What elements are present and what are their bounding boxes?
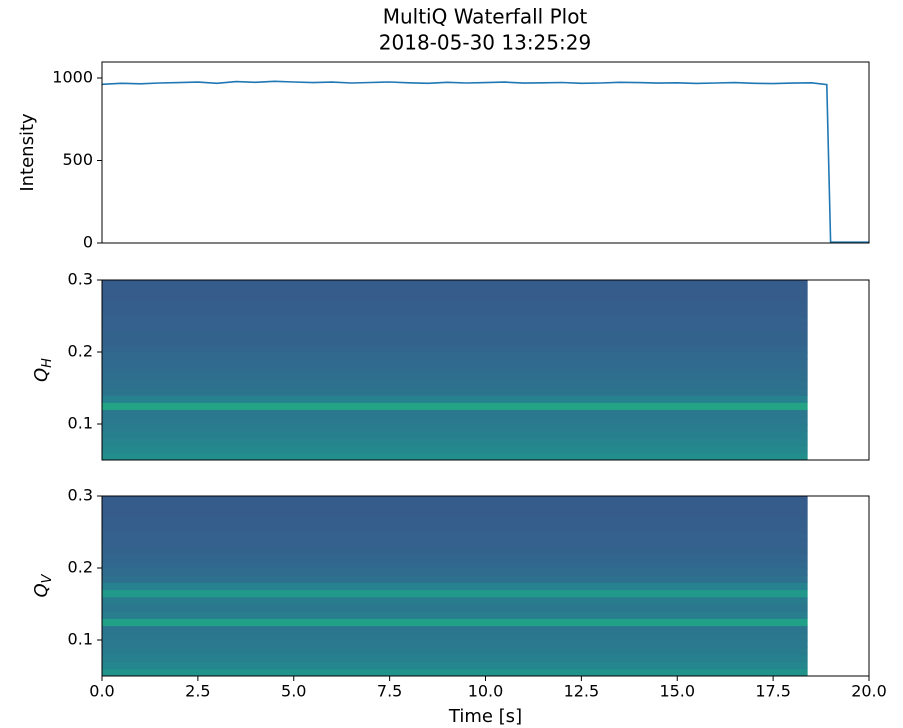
heatmap-cell — [102, 294, 808, 303]
x-tick-label: 15.0 — [659, 682, 695, 701]
heatmap-cell — [102, 352, 808, 360]
heatmap-cell — [102, 380, 808, 389]
axes-frame — [101, 279, 870, 461]
intensity-line — [101, 80, 869, 243]
heatmap-cell — [102, 517, 808, 526]
heatmap-cell — [102, 668, 808, 677]
x-tick-label: 5.0 — [281, 682, 306, 701]
heatmap-cell — [102, 359, 808, 367]
x-axis-label: Time [s] — [448, 706, 522, 727]
heatmap-cell — [102, 301, 808, 310]
heatmap-cell — [102, 589, 808, 598]
heatmap-cell — [102, 604, 808, 612]
y-axis-label-main: Intensity — [17, 113, 38, 192]
heatmap-cell — [102, 546, 808, 555]
heatmap-cell — [102, 503, 808, 511]
heatmap-cell — [102, 452, 808, 461]
chart-subtitle: 2018-05-30 13:25:29 — [379, 31, 591, 55]
heatmap-cell — [102, 524, 808, 533]
heatmap-cell — [102, 553, 808, 562]
x-tick-label: 2.5 — [185, 682, 210, 701]
heatmap-cell — [102, 316, 808, 324]
heatmap-cell — [102, 632, 808, 641]
heatmap-cell — [102, 539, 808, 547]
y-axis-label-main: Q — [31, 583, 52, 597]
x-tick-label: 7.5 — [377, 682, 402, 701]
x-tick-label: 0.0 — [89, 682, 114, 701]
chart-title: MultiQ Waterfall Plot — [383, 5, 588, 29]
heatmap-cell — [102, 575, 808, 583]
y-tick-label: 0.1 — [68, 630, 93, 649]
y-axis-label-sub: V — [40, 573, 55, 583]
y-tick-label: 1000 — [52, 68, 93, 87]
x-tick-label: 10.0 — [468, 682, 504, 701]
y-tick-label: 0.2 — [68, 558, 93, 577]
y-axis-label: QH — [31, 358, 55, 382]
y-axis-label: QV — [31, 573, 55, 597]
y-tick-label: 0.2 — [68, 342, 93, 361]
heatmap-cell — [102, 337, 808, 346]
axes-frame — [101, 61, 870, 244]
heatmap-cell — [102, 431, 808, 439]
y-axis-label-sub: H — [40, 358, 55, 368]
heatmap-cell — [102, 388, 808, 396]
heatmap-cell — [102, 661, 808, 670]
heatmap-cell — [102, 323, 808, 331]
heatmap-cell — [102, 287, 808, 295]
heatmap-cell — [102, 366, 808, 375]
heatmap-cell — [102, 373, 808, 382]
heatmap-cell — [102, 640, 808, 648]
heatmap-cell — [102, 596, 808, 605]
heatmap-cell — [102, 438, 808, 447]
heatmap-cell — [102, 560, 808, 569]
heatmap-cell — [102, 654, 808, 663]
y-axis-label: Intensity — [17, 113, 38, 192]
heatmap-cell — [102, 647, 808, 655]
heatmap-cell — [102, 496, 808, 504]
heatmap-cell — [102, 416, 808, 425]
y-tick-label: 0.3 — [68, 270, 93, 289]
y-tick-label: 500 — [62, 150, 93, 169]
heatmap-cell — [102, 618, 808, 627]
heatmap-cell — [102, 344, 808, 353]
y-tick-label: 0 — [83, 233, 93, 252]
heatmap-cell — [102, 308, 808, 317]
heatmap-cell — [102, 445, 808, 454]
heatmap-cell — [102, 568, 808, 576]
heatmap-cell — [102, 510, 808, 519]
heatmap-cell — [102, 395, 808, 403]
heatmap-cell — [102, 330, 808, 339]
heatmap-cell — [102, 625, 808, 634]
heatmap-cell — [102, 402, 808, 411]
y-axis-label-main: Q — [31, 368, 52, 382]
heatmap-cell — [102, 280, 808, 288]
x-tick-label: 12.5 — [564, 682, 600, 701]
x-tick-label: 20.0 — [851, 682, 887, 701]
heatmap-cell — [102, 582, 808, 591]
x-tick-label: 17.5 — [755, 682, 791, 701]
y-tick-label: 0.3 — [68, 486, 93, 505]
heatmap-cell — [102, 611, 808, 619]
y-tick-label: 0.1 — [68, 414, 93, 433]
heatmap-cell — [102, 409, 808, 418]
heatmap-cell — [102, 532, 808, 540]
heatmap-cell — [102, 424, 808, 432]
